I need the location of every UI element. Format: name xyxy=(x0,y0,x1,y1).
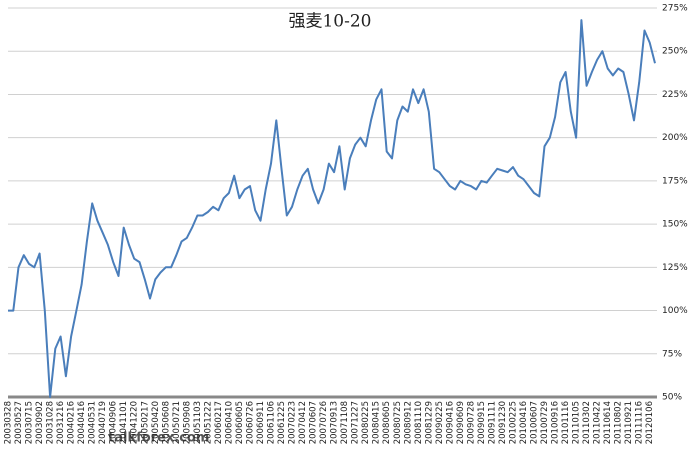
x-tick-label: 20040531 xyxy=(88,401,98,444)
x-tick-label: 20051222 xyxy=(203,401,213,444)
x-tick-label: 20100607 xyxy=(530,401,540,444)
x-tick-label: 20100916 xyxy=(551,401,561,444)
y-tick-label: 100% xyxy=(662,306,688,316)
x-tick-label: 20090915 xyxy=(477,401,487,444)
y-tick-label: 150% xyxy=(662,220,688,230)
x-tick-label: 20110614 xyxy=(603,401,613,444)
x-tick-label: 20110802 xyxy=(614,401,624,444)
x-tick-label: 20040216 xyxy=(67,401,77,444)
x-tick-label: 20070412 xyxy=(298,401,308,444)
x-tick-label: 20111116 xyxy=(635,401,645,444)
x-tick-label: 20090609 xyxy=(456,401,466,444)
x-tick-label: 20091111 xyxy=(487,401,497,444)
x-tick-label: 20030328 xyxy=(4,401,14,444)
x-tick-label: 20091230 xyxy=(498,401,508,444)
x-tick-label: 20030527 xyxy=(14,401,24,444)
x-tick-label: 20060911 xyxy=(256,401,266,444)
x-tick-label: 20040906 xyxy=(109,401,119,444)
chart-title: 强麦10-20 xyxy=(288,12,371,32)
x-tick-label: 20110921 xyxy=(624,401,634,444)
x-tick-label: 20050608 xyxy=(161,401,171,444)
x-tick-label: 20050217 xyxy=(140,401,150,444)
y-tick-label: 250% xyxy=(662,47,688,57)
x-tick-label: 20080725 xyxy=(393,401,403,444)
x-tick-label: 20041220 xyxy=(130,401,140,444)
x-tick-label: 20090225 xyxy=(435,401,445,444)
x-tick-label: 20040416 xyxy=(77,401,87,444)
x-tick-label: 20110105 xyxy=(572,401,582,444)
x-tick-label: 20071227 xyxy=(351,401,361,444)
x-tick-label: 20080912 xyxy=(403,401,413,444)
x-tick-label: 20070607 xyxy=(309,401,319,444)
x-tick-label: 20110302 xyxy=(582,401,592,444)
x-tick-label: 20031028 xyxy=(46,401,56,444)
x-tick-label: 20080415 xyxy=(372,401,382,444)
y-tick-label: 225% xyxy=(662,90,688,100)
y-tick-label: 50% xyxy=(662,393,682,403)
x-tick-label: 20080225 xyxy=(361,401,371,444)
x-tick-label: 20060410 xyxy=(224,401,234,444)
watermark: talkforex.com xyxy=(108,431,209,446)
line-series xyxy=(8,19,656,398)
x-tick-label: 20100729 xyxy=(540,401,550,444)
x-tick-label: 20061106 xyxy=(267,401,277,444)
x-tick-label: 20030715 xyxy=(25,401,35,444)
x-tick-label: 20090728 xyxy=(466,401,476,444)
x-tick-label: 20060726 xyxy=(245,401,255,444)
x-tick-label: 20050420 xyxy=(151,401,161,444)
x-tick-label: 20050721 xyxy=(172,401,182,444)
x-tick-label: 20050908 xyxy=(182,401,192,444)
y-tick-label: 75% xyxy=(662,349,682,359)
x-tick-label: 20110422 xyxy=(593,401,603,444)
x-tick-label: 20090416 xyxy=(445,401,455,444)
x-tick-label: 20080605 xyxy=(382,401,392,444)
x-tick-label: 20120106 xyxy=(645,401,655,444)
x-tick-label: 20081110 xyxy=(414,401,424,444)
y-tick-label: 125% xyxy=(662,263,688,273)
y-tick-label: 275% xyxy=(662,4,688,14)
x-tick-label: 20081229 xyxy=(424,401,434,444)
x-tick-label: 20070726 xyxy=(319,401,329,444)
x-tick-label: 20070913 xyxy=(330,401,340,444)
x-tick-label: 20051103 xyxy=(193,401,203,444)
x-tick-label: 20030902 xyxy=(35,401,45,444)
x-tick-label: 20040719 xyxy=(98,401,108,444)
x-tick-label: 20060217 xyxy=(214,401,224,444)
x-tick-label: 20060605 xyxy=(235,401,245,444)
x-tick-label: 20100225 xyxy=(508,401,518,444)
y-tick-label: 200% xyxy=(662,133,688,143)
x-tick-label: 20070223 xyxy=(288,401,298,444)
x-tick-label: 20031216 xyxy=(56,401,66,444)
x-tick-label: 20100416 xyxy=(519,401,529,444)
y-tick-label: 175% xyxy=(662,176,688,186)
x-tick-label: 20101116 xyxy=(561,401,571,444)
x-tick-label: 20071108 xyxy=(340,401,350,444)
x-tick-label: 20061225 xyxy=(277,401,287,444)
x-tick-label: 20041101 xyxy=(119,401,129,444)
